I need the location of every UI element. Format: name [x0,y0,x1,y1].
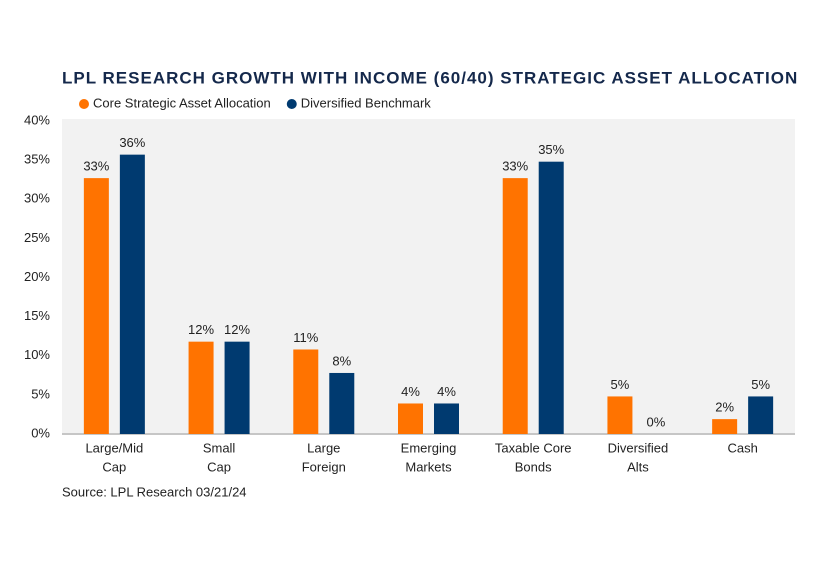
x-tick-label: Cap [207,459,231,474]
plot-area [62,119,795,435]
x-tick-label: Bonds [515,459,552,474]
y-tick-label: 15% [24,308,50,323]
value-label: 4% [401,384,420,399]
value-label: 12% [224,322,250,337]
bar [712,419,738,434]
bar [224,341,250,434]
chart-title: LPL RESEARCH GROWTH WITH INCOME (60/40) … [62,68,798,87]
x-tick-label: Large/Mid [85,440,143,455]
value-label: 5% [751,377,770,392]
value-label: 36% [119,135,145,150]
legend-label: Core Strategic Asset Allocation [93,95,271,110]
x-tick-label: Markets [405,459,452,474]
x-tick-label: Large [307,440,340,455]
bar [434,403,459,434]
bar [398,403,423,434]
value-label: 12% [188,322,214,337]
bar [502,178,528,434]
x-tick-label: Emerging [401,440,457,455]
value-label: 33% [83,159,109,174]
value-label: 2% [715,400,734,415]
y-tick-label: 10% [24,347,50,362]
value-label: 0% [647,414,666,429]
bar [293,349,319,434]
value-label: 4% [437,384,456,399]
x-tick-label: Alts [627,459,649,474]
x-tick-label: Small [203,440,236,455]
value-label: 11% [293,330,318,345]
y-tick-label: 40% [24,112,50,127]
y-tick-label: 25% [24,230,50,245]
y-tick-label: 35% [24,152,50,167]
source-note: Source: LPL Research 03/21/24 [62,484,247,499]
y-tick-label: 0% [31,425,50,440]
bar [748,396,774,434]
legend-swatch [286,99,297,109]
bar [607,396,633,434]
bar [538,161,564,434]
value-label: 5% [611,377,630,392]
y-tick-label: 5% [31,386,50,401]
legend-swatch [79,99,89,109]
value-label: 35% [538,142,564,157]
value-label: 8% [332,353,351,368]
x-tick-label: Cash [727,440,757,455]
bar [188,341,214,434]
x-tick-label: Diversified [608,440,669,455]
bar [83,178,109,434]
bar [119,154,145,434]
x-tick-label: Foreign [302,459,346,474]
x-tick-label: Taxable Core [495,440,572,455]
y-tick-label: 30% [24,191,50,206]
x-tick-label: Cap [102,459,126,474]
legend-label: Diversified Benchmark [301,95,432,110]
value-label: 33% [502,159,528,174]
y-tick-label: 20% [24,269,50,284]
bar [329,372,355,434]
